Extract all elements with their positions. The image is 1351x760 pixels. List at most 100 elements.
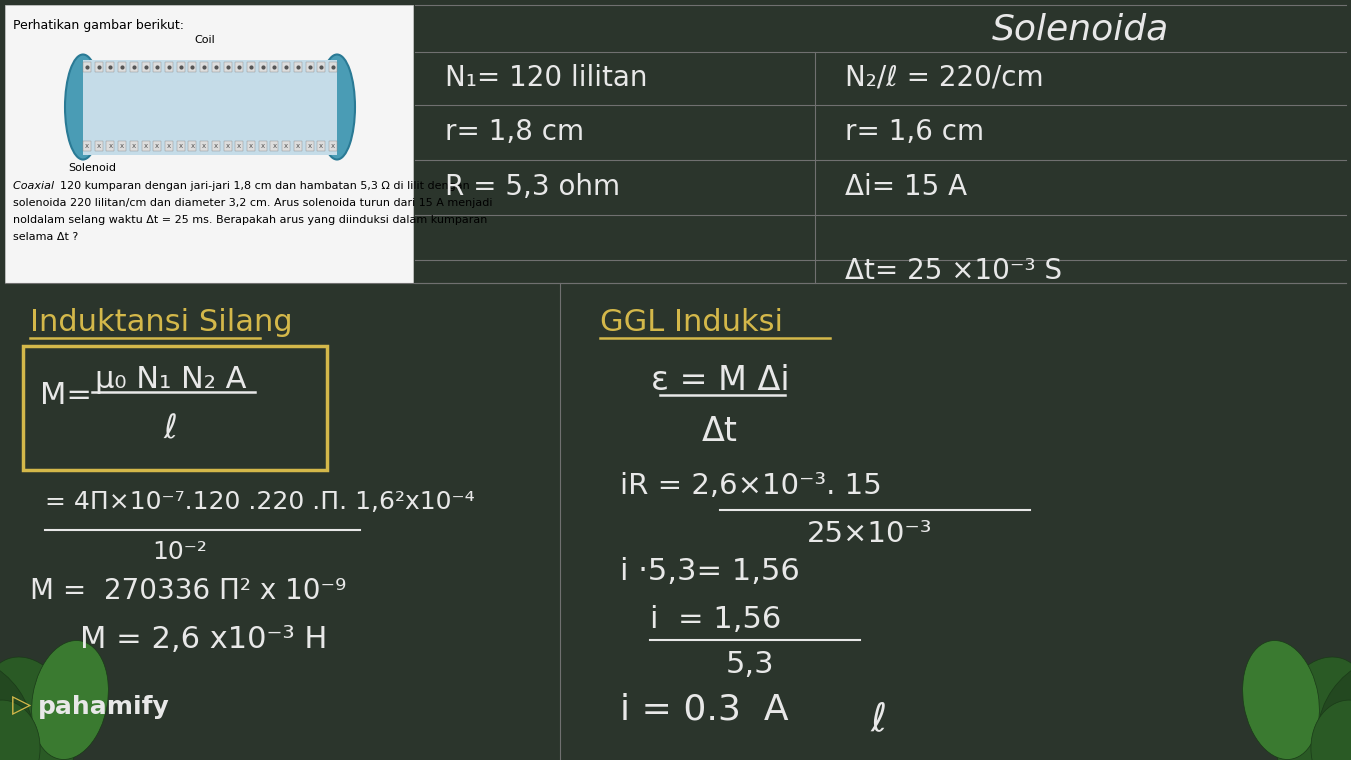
FancyBboxPatch shape bbox=[153, 62, 161, 72]
Text: 120 kumparan dengan jari-jari 1,8 cm dan hambatan 5,3 Ω di lilit dengan: 120 kumparan dengan jari-jari 1,8 cm dan… bbox=[59, 181, 470, 191]
FancyBboxPatch shape bbox=[130, 141, 138, 151]
Text: x: x bbox=[296, 143, 300, 149]
FancyBboxPatch shape bbox=[107, 141, 115, 151]
Text: x: x bbox=[85, 143, 89, 149]
FancyBboxPatch shape bbox=[282, 141, 290, 151]
FancyBboxPatch shape bbox=[330, 62, 336, 72]
FancyBboxPatch shape bbox=[153, 141, 161, 151]
Ellipse shape bbox=[0, 657, 78, 760]
Text: x: x bbox=[249, 143, 253, 149]
Text: 5,3: 5,3 bbox=[725, 650, 774, 679]
FancyBboxPatch shape bbox=[142, 141, 150, 151]
FancyBboxPatch shape bbox=[165, 141, 173, 151]
Ellipse shape bbox=[31, 641, 108, 759]
FancyBboxPatch shape bbox=[118, 141, 126, 151]
FancyBboxPatch shape bbox=[223, 62, 231, 72]
Text: = 4Π×10⁻⁷.120 .220 .Π. 1,6²x10⁻⁴: = 4Π×10⁻⁷.120 .220 .Π. 1,6²x10⁻⁴ bbox=[45, 490, 474, 514]
Text: x: x bbox=[178, 143, 182, 149]
FancyBboxPatch shape bbox=[82, 141, 91, 151]
FancyBboxPatch shape bbox=[235, 62, 243, 72]
FancyBboxPatch shape bbox=[317, 141, 326, 151]
FancyBboxPatch shape bbox=[258, 62, 266, 72]
Text: N₂/ℓ = 220/cm: N₂/ℓ = 220/cm bbox=[844, 64, 1043, 92]
Text: x: x bbox=[308, 143, 312, 149]
FancyBboxPatch shape bbox=[95, 141, 103, 151]
Text: i = 0.3  A: i = 0.3 A bbox=[620, 693, 789, 727]
FancyBboxPatch shape bbox=[177, 141, 185, 151]
FancyBboxPatch shape bbox=[142, 62, 150, 72]
FancyBboxPatch shape bbox=[212, 62, 220, 72]
Text: Solenoid: Solenoid bbox=[68, 163, 116, 173]
Text: x: x bbox=[331, 143, 335, 149]
Text: x: x bbox=[226, 143, 230, 149]
FancyBboxPatch shape bbox=[188, 141, 196, 151]
Text: pahamify: pahamify bbox=[38, 695, 170, 719]
Text: i ·5,3= 1,56: i ·5,3= 1,56 bbox=[620, 557, 800, 586]
Text: Induktansi Silang: Induktansi Silang bbox=[30, 308, 293, 337]
Text: noldalam selang waktu Δt = 25 ms. Berapakah arus yang diinduksi dalam kumparan: noldalam selang waktu Δt = 25 ms. Berapa… bbox=[14, 215, 488, 225]
Text: ▷: ▷ bbox=[12, 693, 31, 717]
Ellipse shape bbox=[0, 660, 32, 759]
Text: R = 5,3 ohm: R = 5,3 ohm bbox=[444, 173, 620, 201]
Text: M=: M= bbox=[41, 381, 92, 410]
Text: Coaxial: Coaxial bbox=[14, 181, 58, 191]
Text: M = 2,6 x10⁻³ H: M = 2,6 x10⁻³ H bbox=[80, 625, 327, 654]
Text: Solenoida: Solenoida bbox=[992, 13, 1169, 47]
Ellipse shape bbox=[1319, 660, 1351, 759]
Text: x: x bbox=[108, 143, 112, 149]
FancyBboxPatch shape bbox=[295, 62, 301, 72]
FancyBboxPatch shape bbox=[305, 62, 313, 72]
Text: r= 1,8 cm: r= 1,8 cm bbox=[444, 118, 584, 146]
Text: 10⁻²: 10⁻² bbox=[153, 540, 208, 564]
Text: i  = 1,56: i = 1,56 bbox=[650, 605, 781, 634]
Text: solenoida 220 lilitan/cm dan diameter 3,2 cm. Arus solenoida turun dari 15 A men: solenoida 220 lilitan/cm dan diameter 3,… bbox=[14, 198, 493, 208]
Text: x: x bbox=[319, 143, 323, 149]
FancyBboxPatch shape bbox=[118, 62, 126, 72]
FancyBboxPatch shape bbox=[200, 62, 208, 72]
Text: selama Δt ?: selama Δt ? bbox=[14, 232, 78, 242]
Text: Δt= 25 ×10⁻³ S: Δt= 25 ×10⁻³ S bbox=[844, 257, 1062, 285]
FancyBboxPatch shape bbox=[247, 62, 255, 72]
FancyBboxPatch shape bbox=[282, 62, 290, 72]
FancyBboxPatch shape bbox=[317, 62, 326, 72]
FancyBboxPatch shape bbox=[82, 62, 91, 72]
Text: 25×10⁻³: 25×10⁻³ bbox=[808, 520, 932, 548]
Ellipse shape bbox=[319, 55, 355, 160]
Text: x: x bbox=[273, 143, 277, 149]
FancyBboxPatch shape bbox=[247, 141, 255, 151]
FancyBboxPatch shape bbox=[295, 141, 301, 151]
FancyBboxPatch shape bbox=[330, 141, 336, 151]
FancyBboxPatch shape bbox=[235, 141, 243, 151]
Text: x: x bbox=[238, 143, 242, 149]
FancyBboxPatch shape bbox=[188, 62, 196, 72]
FancyBboxPatch shape bbox=[270, 62, 278, 72]
Text: x: x bbox=[203, 143, 207, 149]
Text: r= 1,6 cm: r= 1,6 cm bbox=[844, 118, 984, 146]
FancyBboxPatch shape bbox=[223, 141, 231, 151]
Text: Coil: Coil bbox=[195, 35, 215, 45]
FancyBboxPatch shape bbox=[200, 141, 208, 151]
Ellipse shape bbox=[1310, 700, 1351, 760]
FancyBboxPatch shape bbox=[107, 62, 115, 72]
Text: Δt: Δt bbox=[703, 415, 738, 448]
Text: x: x bbox=[190, 143, 195, 149]
Text: M =  270336 Π² x 10⁻⁹: M = 270336 Π² x 10⁻⁹ bbox=[30, 577, 346, 605]
FancyBboxPatch shape bbox=[5, 5, 413, 283]
Text: x: x bbox=[261, 143, 265, 149]
Text: x: x bbox=[155, 143, 159, 149]
FancyBboxPatch shape bbox=[270, 141, 278, 151]
Text: Δi= 15 A: Δi= 15 A bbox=[844, 173, 967, 201]
Text: x: x bbox=[120, 143, 124, 149]
Text: x: x bbox=[284, 143, 288, 149]
Text: x: x bbox=[143, 143, 147, 149]
FancyBboxPatch shape bbox=[258, 141, 266, 151]
Text: ℓ: ℓ bbox=[163, 412, 177, 445]
Text: ε = M Δi: ε = M Δi bbox=[651, 363, 789, 397]
Text: N₁= 120 lilitan: N₁= 120 lilitan bbox=[444, 64, 647, 92]
Text: iR = 2,6×10⁻³. 15: iR = 2,6×10⁻³. 15 bbox=[620, 472, 882, 500]
Ellipse shape bbox=[1243, 641, 1320, 759]
Text: x: x bbox=[168, 143, 172, 149]
FancyBboxPatch shape bbox=[82, 60, 336, 155]
Ellipse shape bbox=[1273, 657, 1351, 760]
FancyBboxPatch shape bbox=[130, 62, 138, 72]
